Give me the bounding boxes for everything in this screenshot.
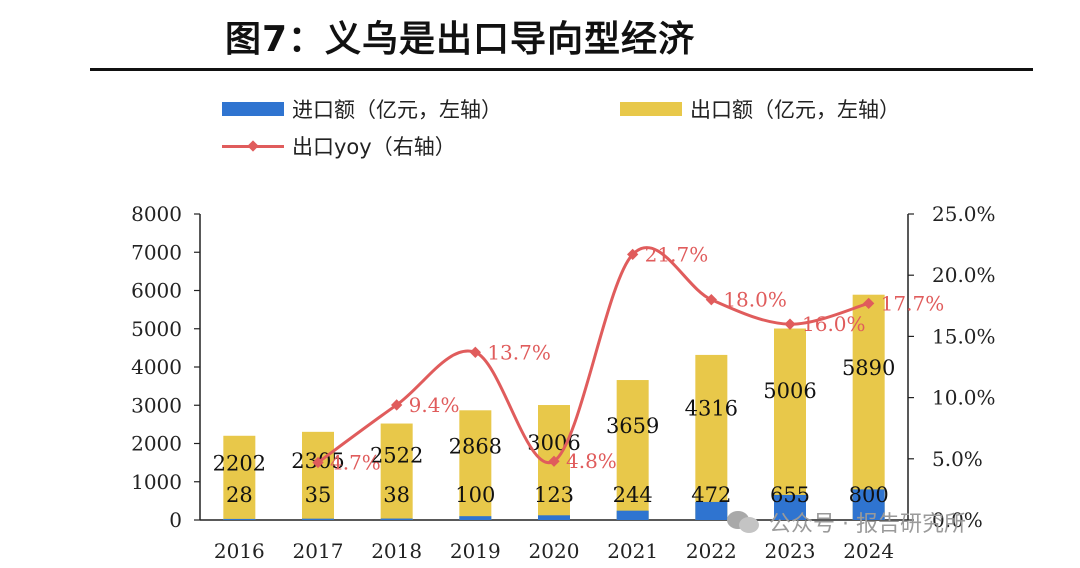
import-data-label: 35 <box>305 483 332 507</box>
yoy-marker <box>312 456 324 469</box>
y-right-tick-label: 20.0% <box>932 263 996 287</box>
y-right-tick-label: 15.0% <box>932 324 996 348</box>
export-data-label: 2202 <box>213 452 266 476</box>
import-data-label: 655 <box>770 483 810 507</box>
import-data-label: 244 <box>613 483 653 507</box>
export-data-label: 5006 <box>763 379 816 403</box>
y-left-tick-label: 2000 <box>131 432 182 456</box>
export-data-label: 2868 <box>449 434 502 458</box>
yoy-marker <box>469 346 481 358</box>
import-bar <box>695 501 728 520</box>
legend-export: 出口额（亿元，左轴） <box>620 94 900 124</box>
legend-export-swatch <box>620 102 682 116</box>
watermark-text: 公众号 · 报告研究所 <box>769 512 966 537</box>
yoy-data-label: 4.7% <box>330 450 381 474</box>
import-data-label: 123 <box>534 483 574 507</box>
export-bar <box>695 354 728 520</box>
legend-yoy-label: 出口yoy（右轴） <box>292 135 456 159</box>
yoy-marker <box>627 248 639 261</box>
yoy-data-label: 13.7% <box>487 340 551 364</box>
yoy-marker <box>391 399 403 411</box>
export-bar <box>459 410 492 520</box>
yoy-data-label: 16.0% <box>802 312 866 336</box>
y-left-tick-label: 7000 <box>131 240 182 264</box>
export-bar <box>223 435 256 520</box>
y-left-tick-label: 1000 <box>131 470 182 494</box>
export-bar <box>852 294 885 520</box>
export-data-label: 5890 <box>842 356 895 380</box>
yoy-line <box>317 246 870 465</box>
y-right-tick-label: 10.0% <box>932 386 996 410</box>
yoy-data-label: 18.0% <box>723 288 787 312</box>
y-left-tick-label: 5000 <box>131 317 182 341</box>
import-bar <box>459 516 492 520</box>
x-tick-label: 2024 <box>843 539 894 563</box>
wechat-icon <box>727 509 761 535</box>
y-left-tick-label: 4000 <box>131 355 182 379</box>
legend-import-label: 进口额（亿元，左轴） <box>292 98 502 122</box>
x-tick-label: 2019 <box>450 539 501 563</box>
yoy-data-label: 4.8% <box>566 449 617 473</box>
y-left-tick-label: 3000 <box>131 393 182 417</box>
legend-import: 进口额（亿元，左轴） <box>222 94 502 124</box>
import-bar <box>774 494 806 520</box>
import-data-label: 100 <box>455 483 495 507</box>
yoy-marker <box>705 294 717 306</box>
legend-export-label: 出口额（亿元，左轴） <box>690 98 900 122</box>
chart-title: 图7：义乌是出口导向型经济 <box>225 19 696 60</box>
y-left-tick-label: 8000 <box>131 202 182 226</box>
yoy-data-label: 21.7% <box>645 242 709 266</box>
yoy-data-label: 17.7% <box>881 291 945 315</box>
x-tick-label: 2023 <box>765 539 816 563</box>
import-bar <box>380 518 413 520</box>
legend-yoy-swatch <box>222 139 284 153</box>
x-tick-label: 2022 <box>686 539 737 563</box>
import-data-label: 800 <box>849 483 889 507</box>
export-bar <box>380 423 413 520</box>
y-right-tick-label: 5.0% <box>932 447 983 471</box>
import-bar <box>852 489 885 520</box>
export-data-label: 4316 <box>685 397 738 421</box>
watermark: 公众号 · 报告研究所 <box>727 506 966 538</box>
y-left-tick-label: 0 <box>169 508 182 532</box>
export-data-label: 3659 <box>606 414 659 438</box>
x-tick-label: 2018 <box>371 539 422 563</box>
legend-import-swatch <box>222 102 284 116</box>
export-data-label: 2522 <box>370 443 423 467</box>
x-tick-label: 2016 <box>214 539 265 563</box>
yoy-marker <box>548 455 560 467</box>
import-bar <box>616 510 649 520</box>
import-bar <box>538 515 570 520</box>
import-bar <box>223 518 256 520</box>
export-bar <box>302 431 334 520</box>
import-data-label: 472 <box>691 483 731 507</box>
y-right-tick-label: 25.0% <box>932 202 996 226</box>
x-tick-label: 2020 <box>529 539 580 563</box>
x-tick-label: 2021 <box>607 539 658 563</box>
title-divider <box>90 68 1033 71</box>
import-data-label: 28 <box>226 483 253 507</box>
export-bar <box>774 328 806 520</box>
import-data-label: 38 <box>383 483 410 507</box>
yoy-marker <box>784 318 796 330</box>
y-left-tick-label: 6000 <box>131 279 182 303</box>
import-bar <box>302 518 334 520</box>
legend-yoy: 出口yoy（右轴） <box>222 131 456 161</box>
yoy-marker <box>863 297 875 310</box>
x-tick-label: 2017 <box>293 539 344 563</box>
y-right-tick-label: 0.0% <box>932 508 983 532</box>
export-bar <box>616 380 649 520</box>
yoy-data-label: 9.4% <box>409 393 460 417</box>
